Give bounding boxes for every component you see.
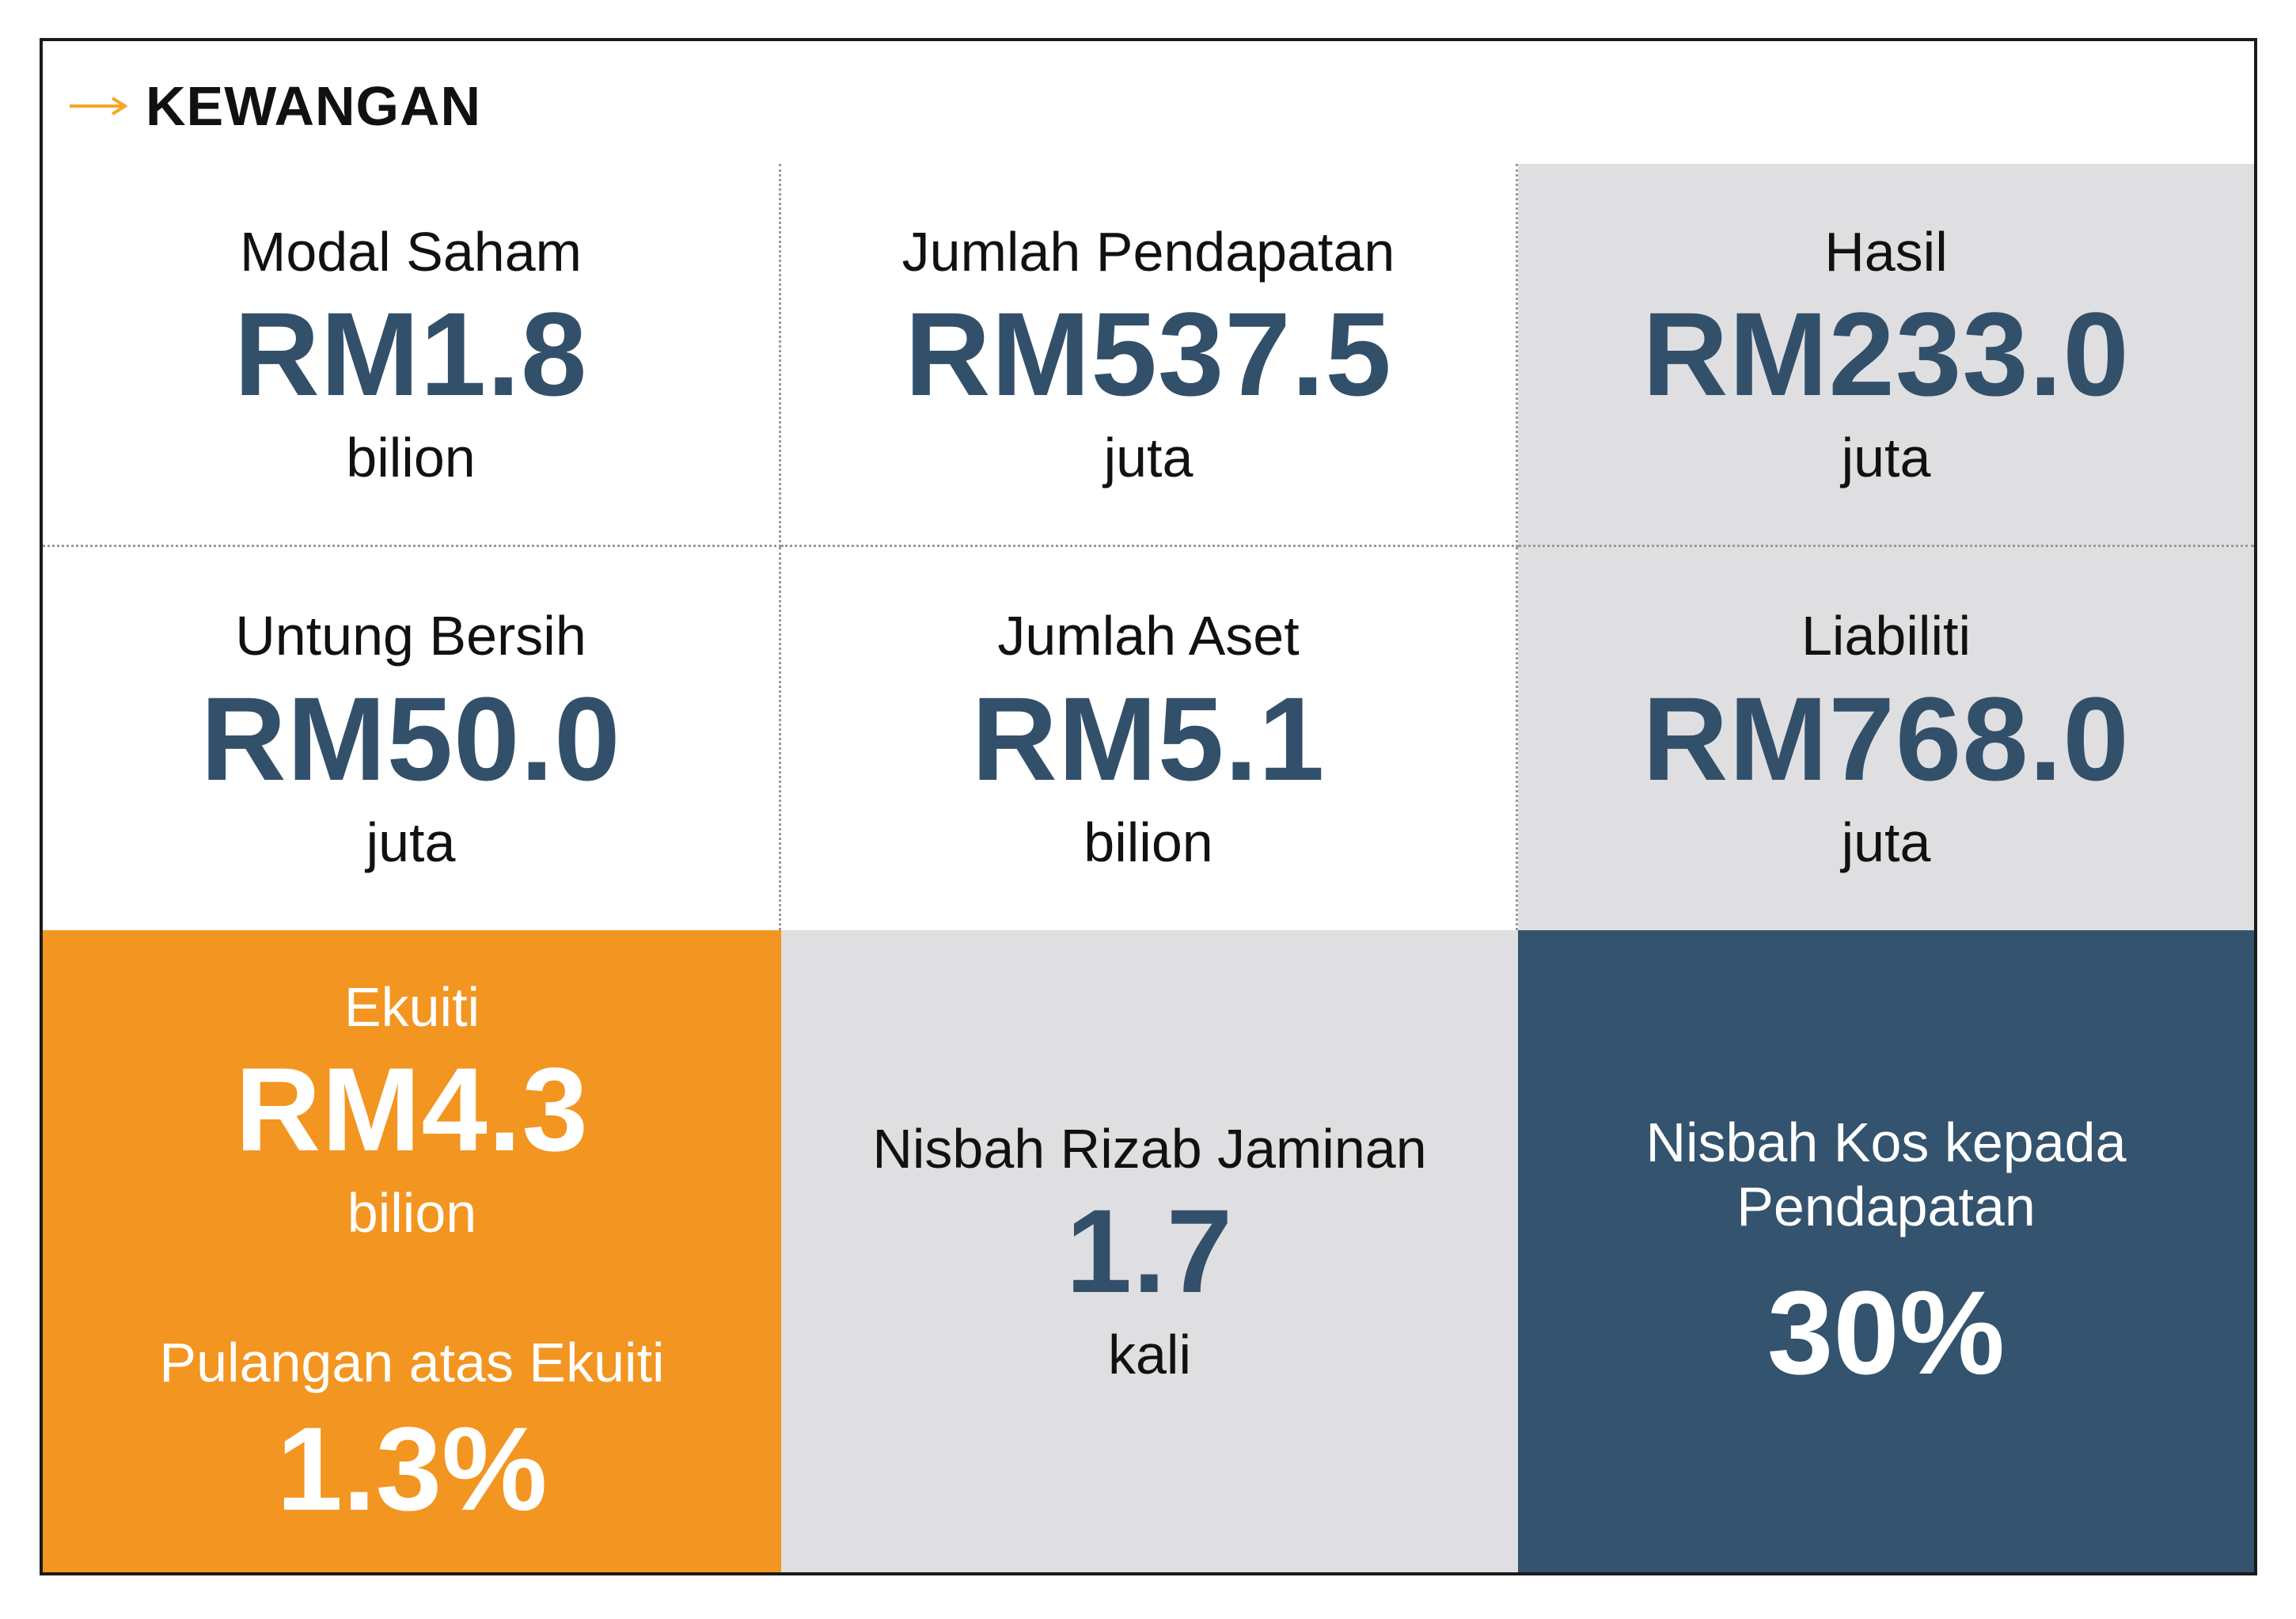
tile-jumlah-aset: Jumlah Aset RM5.1 bilion	[781, 547, 1518, 930]
kewangan-panel: KEWANGAN Modal Saham RM1.8 bilion Jumlah…	[40, 38, 2257, 1575]
tile-unit: bilion	[1083, 811, 1213, 873]
tile-value: RM5.1	[971, 671, 1326, 805]
tile-unit: bilion	[347, 1182, 477, 1244]
tile-value: RM537.5	[905, 287, 1392, 421]
tile-unit: juta	[366, 811, 456, 873]
tile-value: RM1.8	[233, 287, 588, 421]
tile-label: Jumlah Pendapatan	[901, 220, 1395, 283]
tile-unit: juta	[1841, 811, 1931, 873]
tile-unit: bilion	[346, 427, 476, 489]
section-header: KEWANGAN	[68, 74, 481, 138]
tile-label: Modal Saham	[240, 220, 582, 283]
stats-grid: Modal Saham RM1.8 bilion Jumlah Pendapat…	[43, 164, 2254, 1572]
tile-label-line2: Pendapatan	[1736, 1175, 2036, 1237]
section-title: KEWANGAN	[146, 75, 482, 137]
tile-label: Jumlah Aset	[997, 605, 1300, 667]
right-arrow-icon	[70, 97, 128, 116]
tile-hasil: Hasil RM233.0 juta	[1518, 164, 2254, 547]
tile-value: RM768.0	[1642, 671, 2130, 805]
tile-untung-bersih: Untung Bersih RM50.0 juta	[43, 547, 781, 930]
tile-unit: kali	[1107, 1324, 1192, 1386]
tile-label: Ekuiti	[343, 975, 480, 1038]
tile-liabiliti: Liabiliti RM768.0 juta	[1518, 547, 2254, 930]
tile-jumlah-pendapatan: Jumlah Pendapatan RM537.5 juta	[781, 164, 1518, 547]
tile-label: Hasil	[1824, 220, 1948, 283]
tile-label-line1: Nisbah Kos kepada	[1645, 1112, 2127, 1173]
tile-value: RM4.3	[235, 1043, 589, 1176]
tile-label: Liabiliti	[1801, 605, 1971, 667]
tile-unit: juta	[1841, 427, 1931, 489]
tile-label: Untung Bersih	[235, 605, 586, 667]
tile-nisbah-rizab-jaminan: Nisbah Rizab Jaminan 1.7 kali	[781, 930, 1518, 1572]
tile-value: RM50.0	[200, 671, 621, 805]
ekuiti-block: Ekuiti RM4.3 bilion	[235, 975, 589, 1245]
roe-label: Pulangan atas Ekuiti	[159, 1332, 665, 1393]
roe-value: 1.3%	[276, 1401, 548, 1535]
tile-nisbah-kos-pendapatan: Nisbah Kos kepada Pendapatan 30%	[1518, 930, 2254, 1572]
tile-modal-saham: Modal Saham RM1.8 bilion	[43, 164, 781, 547]
tile-value: 1.7	[1065, 1184, 1234, 1318]
tile-value: RM233.0	[1642, 287, 2130, 421]
tile-ekuiti: Ekuiti RM4.3 bilion Pulangan atas Ekuiti…	[43, 930, 781, 1572]
tile-label: Nisbah Rizab Jaminan	[872, 1117, 1427, 1180]
tile-unit: juta	[1103, 427, 1194, 489]
tile-value: 30%	[1767, 1266, 2006, 1399]
